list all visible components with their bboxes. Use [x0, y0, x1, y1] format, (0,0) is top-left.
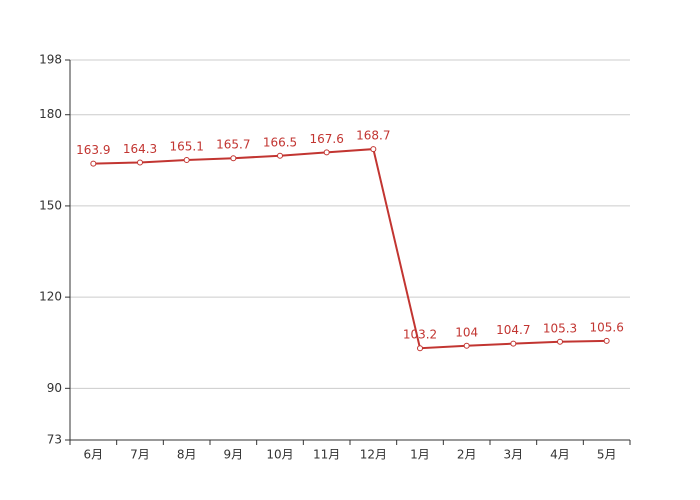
x-tick-label: 10月 [266, 448, 293, 462]
x-tick-label: 3月 [504, 448, 524, 462]
value-label: 167.6 [309, 132, 343, 146]
value-label: 104.7 [496, 323, 530, 337]
point [277, 152, 283, 159]
point [137, 159, 143, 166]
value-label: 104 [455, 325, 478, 339]
x-tick-label: 7月 [130, 448, 150, 462]
line [93, 148, 607, 350]
value-label: 165.1 [169, 140, 203, 154]
value-label: 105.3 [543, 321, 577, 335]
point [230, 155, 237, 162]
value-label: 163.9 [76, 143, 110, 157]
point [323, 149, 330, 156]
point [463, 342, 470, 349]
y-tick-label: 120 [39, 290, 62, 304]
x-tick-label: 5月 [597, 448, 617, 462]
point [183, 157, 190, 164]
x-tick-label: 1月 [410, 448, 430, 462]
point [417, 345, 423, 352]
x-tick-label: 4月 [550, 448, 570, 462]
point [557, 338, 563, 345]
point [90, 160, 97, 167]
value-label: 103.2 [403, 328, 437, 342]
point [603, 337, 610, 344]
value-label: 164.3 [123, 142, 157, 156]
point [370, 146, 377, 153]
y-tick-label: 180 [39, 107, 62, 121]
x-tick-label: 8月 [177, 448, 197, 462]
value-label: 105.6 [589, 320, 623, 334]
value-label: 165.7 [216, 138, 250, 152]
y-tick-label: 198 [39, 53, 62, 67]
x-tick-label: 9月 [224, 448, 244, 462]
x-tick-label: 2月 [457, 448, 477, 462]
y-tick-label: 73 [47, 433, 62, 447]
y-tick-label: 150 [39, 198, 62, 212]
value-label: 168.7 [356, 129, 390, 143]
x-tick-label: 11月 [313, 448, 340, 462]
y-tick-label: 90 [47, 381, 62, 395]
x-tick-label: 12月 [360, 448, 387, 462]
value-label: 166.5 [263, 135, 297, 149]
x-tick-label: 6月 [84, 448, 104, 462]
point [510, 340, 517, 347]
